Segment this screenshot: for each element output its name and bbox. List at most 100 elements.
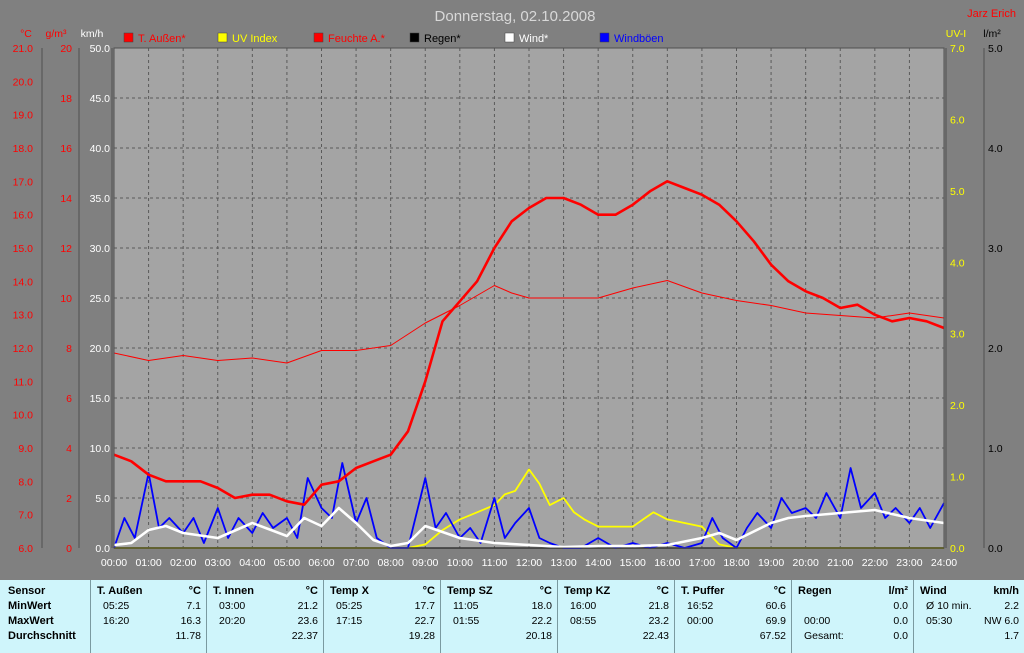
rain-tick-label: 1.0 [988,443,1003,455]
x-tick-label: 23:00 [896,557,922,569]
legend-swatch [599,32,610,43]
temp-tick-label: 20.0 [13,76,34,88]
sensor-name: Temp SZ [447,585,493,597]
min-value: 0.0 [893,600,908,612]
max-value: 22.7 [414,615,435,627]
hum-unit-label: g/m³ [46,28,68,40]
legend-label: T. Außen* [138,33,186,45]
legend-label: Wind* [519,33,549,45]
temp-tick-label: 17.0 [13,176,34,188]
max-time: 08:55 [570,615,597,627]
min-value: 2.2 [1004,600,1019,612]
max-value: 23.2 [648,615,669,627]
sensor-name: Wind [920,585,947,597]
rain-tick-label: 0.0 [988,543,1003,555]
max-value: 22.2 [531,615,552,627]
x-tick-label: 03:00 [205,557,231,569]
series-wind [113,506,945,549]
uv-tick-label: 4.0 [950,257,965,269]
x-tick-label: 21:00 [827,557,853,569]
x-tick-label: 16:00 [654,557,680,569]
sensor-unit: l/m² [888,585,908,597]
min-value: 21.8 [648,600,669,612]
avg-value: 11.78 [175,630,202,642]
legend-label: Feuchte A.* [328,33,386,45]
hum-tick-label: 2 [66,493,72,505]
hum-tick-label: 6 [66,393,72,405]
x-tick-label: 05:00 [274,557,300,569]
stats-column-t-innen: T. Innen °C 03:00 21.2 20:20 23.6 22.37 [206,580,323,653]
avg-value: 67.52 [759,630,786,642]
avg-value: 0.0 [893,630,908,642]
min-time: 05:25 [336,600,363,612]
x-tick-label: 11:00 [482,557,508,569]
legend-swatch [504,32,515,43]
rain-tick-label: 2.0 [988,343,1003,355]
stats-column-temp-kz: Temp KZ °C 16:00 21.8 08:55 23.2 22.43 [557,580,674,653]
max-time: 20:20 [219,615,246,627]
temp-tick-label: 11.0 [13,376,33,388]
sensor-unit: °C [422,585,435,597]
temp-tick-label: 10.0 [13,410,34,422]
x-tick-label: 08:00 [378,557,404,569]
sensor-unit: km/h [993,585,1019,597]
legend-swatch [217,32,228,43]
min-time: Ø 10 min. [926,600,972,612]
avg-value: 22.37 [291,630,318,642]
x-tick-label: 00:00 [101,557,127,569]
temp-tick-label: 12.0 [13,343,34,355]
sensor-unit: °C [188,585,201,597]
sensor-name: T. Innen [213,585,254,597]
x-tick-label: 17:00 [689,557,715,569]
hum-tick-label: 14 [60,193,72,205]
max-time: 00:00 [804,615,831,627]
rain-tick-label: 5.0 [988,43,1003,55]
hum-tick-label: 10 [60,293,72,305]
temp-tick-label: 16.0 [13,210,34,222]
uv-tick-label: 5.0 [950,186,965,198]
wind-tick-label: 15.0 [90,393,111,405]
wind-tick-label: 45.0 [90,93,111,105]
avg-value: 19.28 [408,630,435,642]
x-tick-label: 10:00 [447,557,473,569]
legend-label: Windböen [614,33,664,45]
max-value: 16.3 [180,615,201,627]
hum-tick-label: 12 [60,243,72,255]
stats-row-label: MinWert [8,600,52,612]
hum-tick-label: 4 [66,443,72,455]
hum-tick-label: 16 [60,143,72,155]
sensor-unit: °C [773,585,786,597]
uv-tick-label: 0.0 [950,543,965,555]
legend-swatch [313,32,324,43]
min-value: 7.1 [186,600,201,612]
x-tick-label: 04:00 [239,557,265,569]
max-value: 0.0 [893,615,908,627]
avg-value: 22.43 [642,630,669,642]
min-value: 17.7 [414,600,435,612]
avg-label: Gesamt: [804,630,844,642]
max-time: 01:55 [453,615,480,627]
x-tick-label: 06:00 [308,557,334,569]
min-time: 16:00 [570,600,597,612]
avg-value: 1.7 [1004,630,1019,642]
legend-swatch [409,32,420,43]
uv-tick-label: 7.0 [950,43,965,55]
x-tick-label: 01:00 [135,557,161,569]
max-time: 17:15 [336,615,363,627]
hum-tick-label: 8 [66,343,72,355]
min-time: 11:05 [453,600,479,612]
min-time: 03:00 [219,600,246,612]
stats-column-temp-sz: Temp SZ °C 11:05 18.0 01:55 22.2 20.18 [440,580,557,653]
wind-unit-label: km/h [81,28,104,40]
x-tick-label: 15:00 [620,557,646,569]
sensor-name: Temp X [330,585,369,597]
x-tick-label: 02:00 [170,557,196,569]
temp-unit-label: °C [20,28,32,40]
rain-unit-label: l/m² [983,28,1001,40]
hum-tick-label: 0 [66,543,72,555]
x-tick-label: 19:00 [758,557,784,569]
wind-tick-label: 5.0 [95,493,110,505]
stats-row-label: Sensor [8,585,46,597]
stats-row-label: Durchschnitt [8,630,76,642]
series-uv-index [114,468,944,549]
